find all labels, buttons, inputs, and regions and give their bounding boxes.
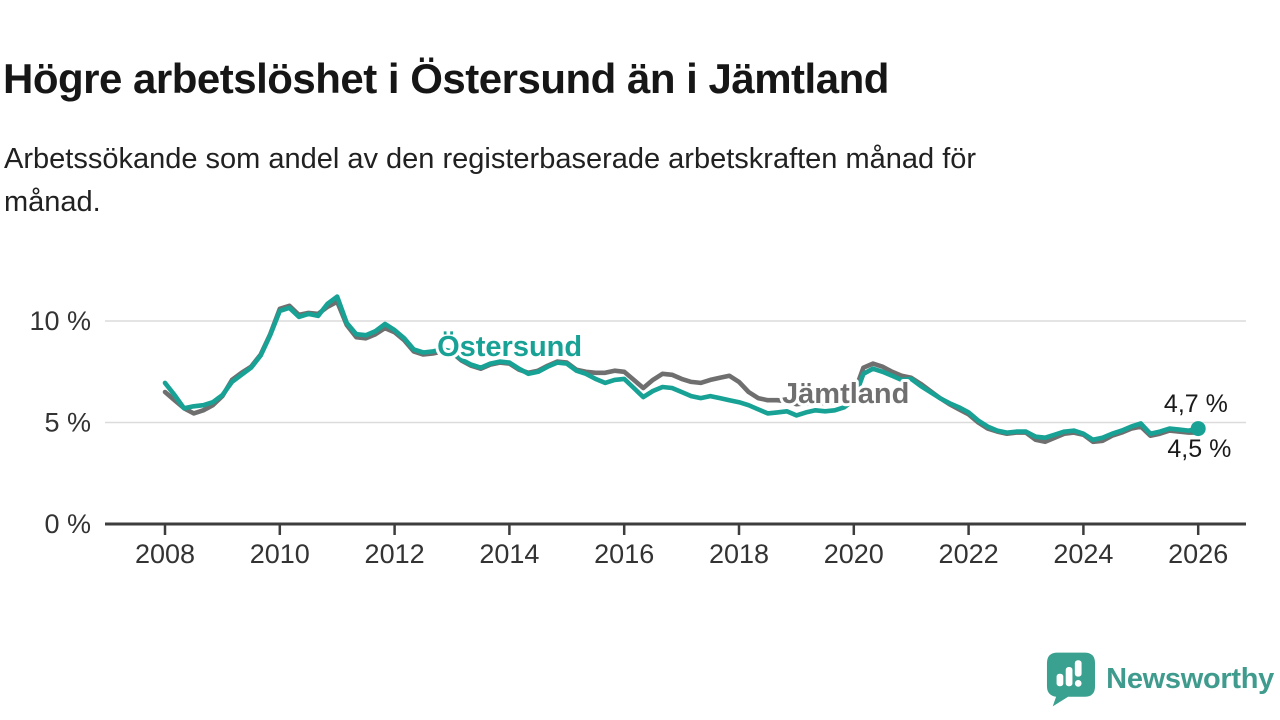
- page-title: Högre arbetslöshet i Östersund än i Jämt…: [3, 55, 889, 103]
- chart-subtitle: Arbetssökande som andel av den registerb…: [4, 138, 976, 224]
- end-value-label: 4,7 %: [1164, 390, 1228, 418]
- x-tick-label: 2014: [479, 539, 539, 569]
- x-tick-label: 2026: [1168, 539, 1228, 569]
- subtitle-line-2: månad.: [4, 186, 101, 218]
- x-tick-label: 2008: [135, 539, 195, 569]
- series-label-stersund: Östersund: [437, 330, 582, 363]
- brand-name: Newsworthy: [1106, 663, 1274, 695]
- x-tick-label: 2022: [939, 539, 999, 569]
- subtitle-line-1: Arbetssökande som andel av den registerb…: [4, 143, 977, 175]
- x-tick-label: 2012: [365, 539, 425, 569]
- stersund-line: [162, 294, 1201, 443]
- jmtland-line: [162, 299, 1201, 445]
- x-tick-label: 2018: [709, 539, 769, 569]
- series-label-jmtland: Jämtland: [782, 378, 909, 410]
- x-tick-label: 2024: [1053, 539, 1113, 569]
- series-end-dot: [1190, 421, 1206, 437]
- x-tick-label: 2016: [594, 539, 654, 569]
- newsworthy-bubble-chart-icon: [1047, 652, 1096, 707]
- newsworthy-logo: Newsworthy: [1046, 651, 1274, 708]
- y-tick-label: 0 %: [44, 509, 91, 539]
- x-tick-label: 2020: [824, 539, 884, 569]
- x-tick-label: 2010: [250, 539, 310, 569]
- end-value-label: 4,5 %: [1167, 435, 1231, 463]
- y-tick-label: 10 %: [29, 306, 91, 336]
- y-tick-label: 5 %: [44, 408, 91, 438]
